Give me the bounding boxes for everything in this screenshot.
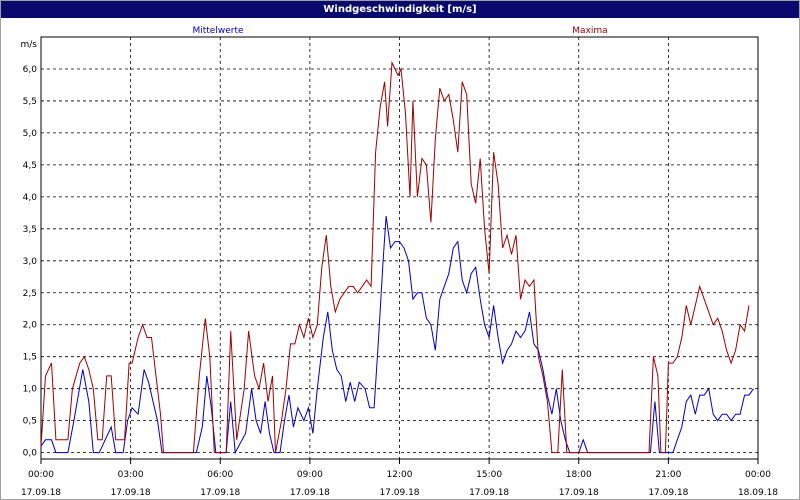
legend: Mittelwerte Maxima: [192, 26, 607, 36]
x-tick-time: 03:00: [118, 470, 144, 480]
x-tick-date: 17.09.18: [379, 488, 419, 498]
x-tick-time: 12:00: [387, 470, 413, 480]
x-tick-time: 18:00: [566, 470, 592, 480]
x-tick-date: 17.09.18: [469, 488, 509, 498]
x-tick-date: 18.09.18: [738, 488, 778, 498]
x-tick-date: 17.09.18: [111, 488, 151, 498]
x-tick-date: 17.09.18: [648, 488, 688, 498]
y-tick-label: 5,0: [23, 129, 38, 139]
x-tick-time: 06:00: [207, 470, 233, 480]
axes: 0,0 0,5 1,0 1,5 2,0 2,5 3,0 3,5 4,0 4,5 5,0 5,5 6,0 m…: [21, 36, 778, 498]
series-layer: [40, 60, 754, 455]
x-tick-date: 17.09.18: [290, 488, 330, 498]
legend-item-mittelwerte: Mittelwerte: [192, 26, 243, 36]
x-tick-date: 17.09.18: [21, 488, 61, 498]
x-tick-date: 17.09.18: [200, 488, 240, 498]
y-tick-label: 4,0: [23, 193, 38, 203]
legend-item-maxima: Maxima: [572, 26, 607, 36]
y-tick-label: 0,0: [23, 449, 38, 459]
plot-frame: [40, 36, 759, 460]
y-tick-label: 4,5: [23, 161, 37, 171]
y-tick-label: 2,5: [23, 289, 37, 299]
grid: [41, 37, 758, 459]
y-tick-label: 5,5: [23, 97, 37, 107]
y-tick-label: 2,0: [23, 321, 38, 331]
chart-plot: 0,0 0,5 1,0 1,5 2,0 2,5 3,0 3,5 4,0 4,5 5,0 5,5 6,0 m…: [21, 26, 779, 498]
series-line-maxima: [40, 60, 750, 454]
y-axis-label: m/s: [21, 40, 38, 50]
y-tick-label: 1,5: [23, 353, 37, 363]
y-tick-label: 3,5: [23, 225, 37, 235]
y-tick-label: 3,0: [23, 257, 38, 267]
x-tick-time: 15:00: [476, 470, 502, 480]
x-tick-time: 09:00: [297, 470, 323, 480]
y-tick-label: 6,0: [23, 65, 38, 75]
y-tick-label: 1,0: [23, 385, 38, 395]
x-tick-date: 17.09.18: [559, 488, 599, 498]
y-tick-label: 0,5: [23, 417, 37, 427]
x-tick-time: 00:00: [745, 470, 771, 480]
series-line-mittelwerte: [40, 215, 754, 455]
x-tick-time: 21:00: [655, 470, 681, 480]
x-tick-time: 00:00: [28, 470, 54, 480]
chart-title: Windgeschwindigkeit [m/s]: [1, 1, 799, 18]
